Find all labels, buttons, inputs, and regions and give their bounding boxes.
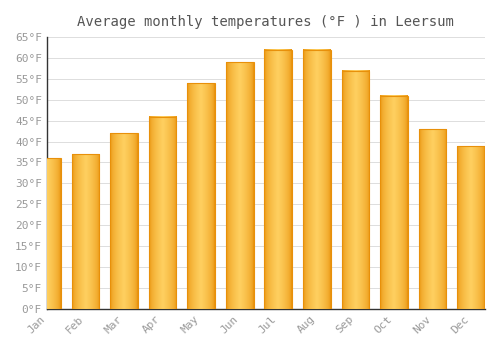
Bar — [342, 71, 369, 309]
Title: Average monthly temperatures (°F ) in Leersum: Average monthly temperatures (°F ) in Le… — [78, 15, 454, 29]
Bar — [418, 129, 446, 309]
Bar — [457, 146, 485, 309]
Bar — [303, 50, 330, 309]
Bar — [188, 83, 215, 309]
Bar — [264, 50, 292, 309]
Bar — [72, 154, 100, 309]
Bar — [110, 133, 138, 309]
Bar — [226, 62, 254, 309]
Bar — [33, 158, 60, 309]
Bar — [148, 117, 176, 309]
Bar — [380, 96, 408, 309]
